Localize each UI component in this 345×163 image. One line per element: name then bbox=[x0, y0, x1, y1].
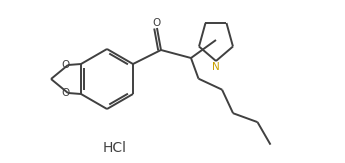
Text: O: O bbox=[153, 18, 161, 28]
Text: O: O bbox=[61, 60, 69, 70]
Text: N: N bbox=[212, 62, 220, 72]
Text: O: O bbox=[61, 88, 69, 98]
Text: HCl: HCl bbox=[103, 141, 127, 155]
